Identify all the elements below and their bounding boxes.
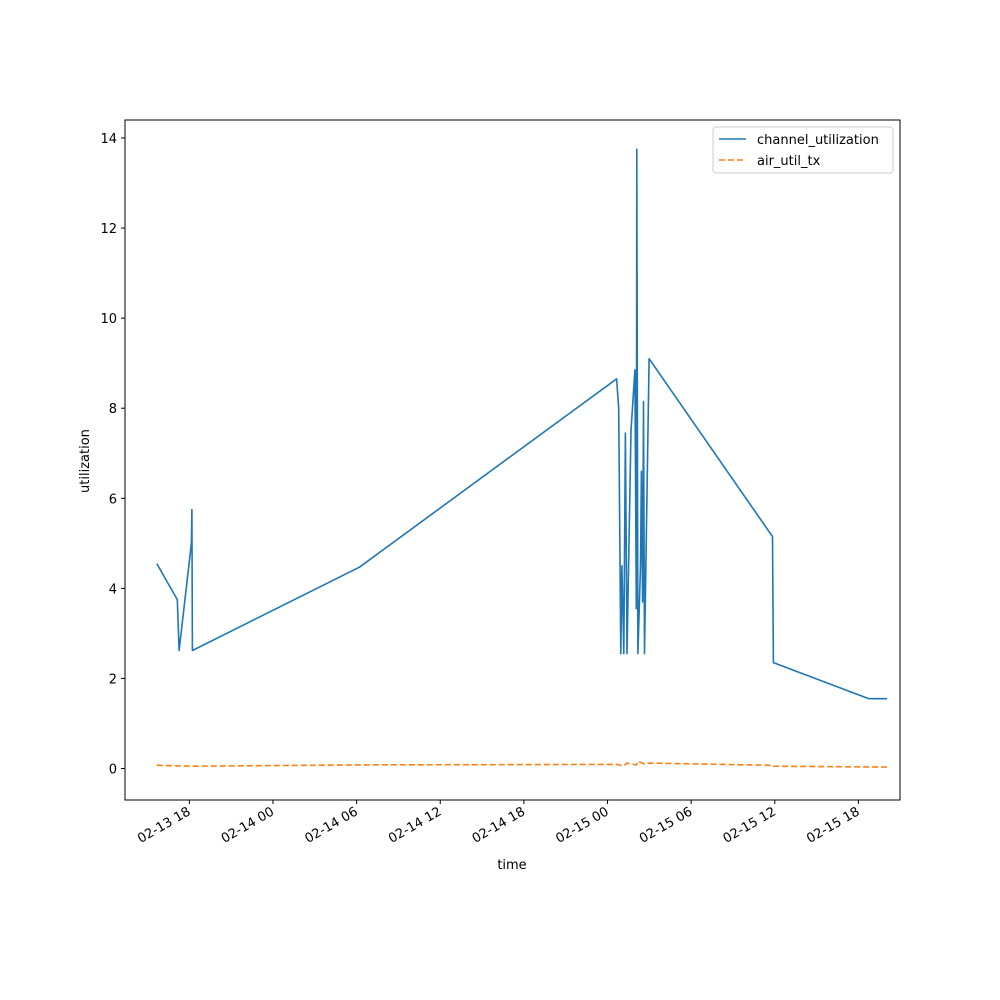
plot-frame xyxy=(124,119,901,801)
y-tick-label: 2 xyxy=(109,672,117,687)
y-axis: 0 2 4 6 8 10 12 14 xyxy=(100,132,125,777)
y-tick-label: 6 xyxy=(109,492,117,507)
legend: channel_utilization air_util_tx xyxy=(712,126,894,174)
y-axis-label: utilization xyxy=(78,429,93,493)
series-line-channel-utilization xyxy=(156,148,887,700)
y-tick-label: 8 xyxy=(109,402,117,417)
y-tick-label: 14 xyxy=(100,132,117,147)
y-tick-label: 4 xyxy=(109,582,117,597)
series-layer xyxy=(156,148,888,768)
y-tick-label: 10 xyxy=(100,312,117,327)
legend-label: air_util_tx xyxy=(757,154,821,169)
y-tick-label: 0 xyxy=(109,762,117,777)
y-tick-label: 12 xyxy=(100,222,117,237)
x-axis-label: time xyxy=(497,858,526,873)
series-line-air-util-tx xyxy=(156,760,888,768)
legend-label: channel_utilization xyxy=(757,133,879,148)
legend-box xyxy=(712,126,894,174)
